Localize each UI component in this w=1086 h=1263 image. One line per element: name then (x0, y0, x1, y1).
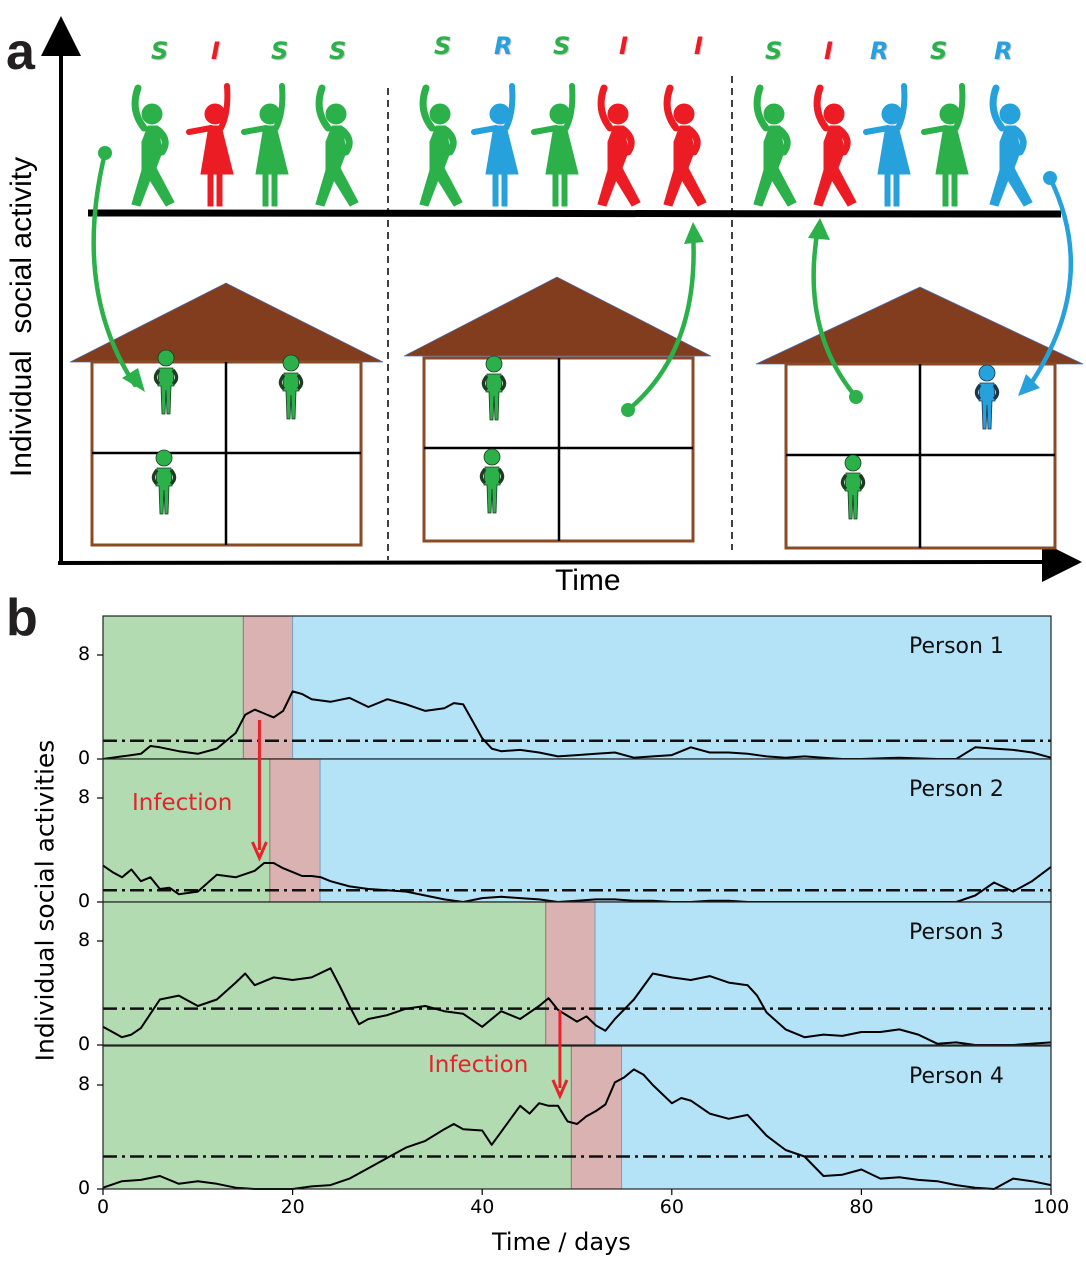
person-label: Person 4 (909, 1064, 1004, 1089)
panel-b-x-axis-label: Time / days (492, 1228, 631, 1256)
state-label: S (271, 37, 289, 65)
state-label: R (994, 37, 1013, 65)
state-label: R (870, 37, 889, 65)
house-2 (403, 276, 712, 543)
y-tick-label: 0 (78, 747, 91, 769)
person-label: Person 1 (909, 634, 1004, 659)
state-label: I (211, 37, 220, 65)
x-tick-label: 80 (849, 1196, 874, 1218)
infection-annotation: Infection (428, 1052, 529, 1078)
state-label: S (329, 37, 347, 65)
x-tick-label: 100 (1033, 1196, 1070, 1218)
x-tick-label: 40 (470, 1196, 495, 1218)
house-1 (69, 282, 384, 547)
x-axis-arrow (57, 542, 1082, 583)
y-tick-label: 0 (78, 1177, 91, 1199)
panel-a-label: a (6, 23, 35, 81)
state-label: S (151, 37, 169, 65)
person-label: Person 3 (909, 920, 1004, 945)
state-label: I (824, 37, 833, 65)
state-label: I (619, 32, 628, 60)
state-label: S (434, 32, 452, 60)
state-label: I (694, 32, 703, 60)
x-tick-label: 60 (659, 1196, 684, 1218)
y-tick-label: 8 (78, 643, 91, 665)
infection-annotation: Infection (132, 790, 233, 816)
panel-b-label: b (6, 589, 38, 647)
x-tick-label: 20 (280, 1196, 305, 1218)
y-tick-label: 8 (78, 929, 91, 951)
state-label: S (553, 32, 571, 60)
y-tick-label: 8 (78, 786, 91, 808)
panel-a-diagram (41, 16, 1084, 583)
panel-a-x-axis-label: Time (555, 564, 621, 597)
y-tick-label: 8 (78, 1073, 91, 1095)
state-label: S (930, 37, 948, 65)
house-3 (755, 286, 1084, 550)
state-label: S (765, 37, 783, 65)
person-label: Person 2 (909, 777, 1004, 802)
x-tick-label: 0 (97, 1196, 110, 1218)
state-label: R (494, 32, 513, 60)
y-tick-label: 0 (78, 1033, 91, 1055)
y-tick-label: 0 (78, 890, 91, 912)
